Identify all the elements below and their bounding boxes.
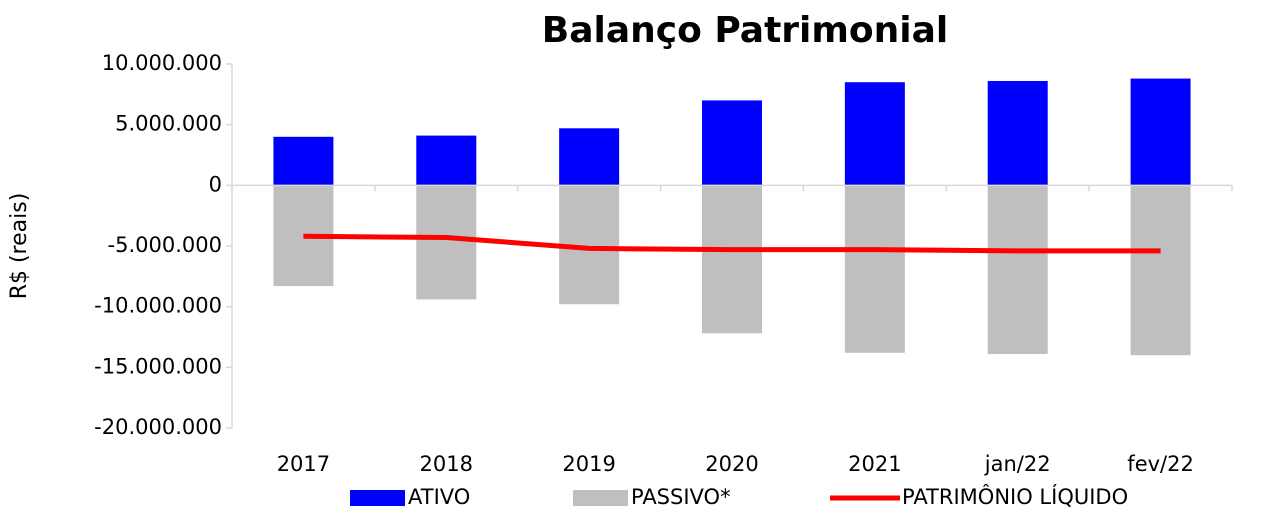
x-tick-label: 2019 bbox=[562, 452, 615, 476]
bar bbox=[844, 185, 905, 353]
x-tick-label: 2017 bbox=[277, 452, 330, 476]
bar bbox=[987, 185, 1048, 354]
bar bbox=[702, 100, 762, 186]
x-tick-label: 2018 bbox=[420, 452, 473, 476]
bar bbox=[702, 185, 762, 334]
bar bbox=[416, 135, 477, 186]
x-tick-label: fev/22 bbox=[1127, 452, 1194, 476]
y-tick-label: 10.000.000 bbox=[102, 51, 222, 75]
y-tick-label: -10.000.000 bbox=[94, 294, 222, 318]
legend-swatch bbox=[350, 490, 405, 506]
y-tick-label: 5.000.000 bbox=[115, 112, 222, 136]
x-tick-label: jan/22 bbox=[984, 452, 1051, 476]
y-tick-label: -15.000.000 bbox=[94, 354, 222, 378]
y-tick-label: -5.000.000 bbox=[108, 233, 222, 257]
legend-swatch bbox=[573, 490, 628, 506]
line-series bbox=[303, 233, 1161, 254]
y-tick-label: 0 bbox=[209, 172, 222, 196]
legend-label: PATRIMÔNIO LÍQUIDO bbox=[902, 484, 1128, 509]
bar bbox=[844, 82, 905, 186]
x-tick-label: 2020 bbox=[705, 452, 758, 476]
y-axis-label: R$ (reais) bbox=[7, 193, 32, 300]
legend-label: PASSIVO* bbox=[631, 485, 731, 509]
bar bbox=[987, 80, 1048, 186]
bar bbox=[1130, 78, 1191, 186]
bar bbox=[559, 128, 620, 186]
bar bbox=[273, 136, 334, 186]
legend-label: ATIVO bbox=[408, 485, 470, 509]
bar bbox=[416, 185, 477, 300]
x-tick-label: 2021 bbox=[848, 452, 901, 476]
bar bbox=[1130, 185, 1191, 356]
y-tick-label: -20.000.000 bbox=[94, 415, 222, 439]
chart-title: Balanço Patrimonial bbox=[542, 10, 948, 51]
